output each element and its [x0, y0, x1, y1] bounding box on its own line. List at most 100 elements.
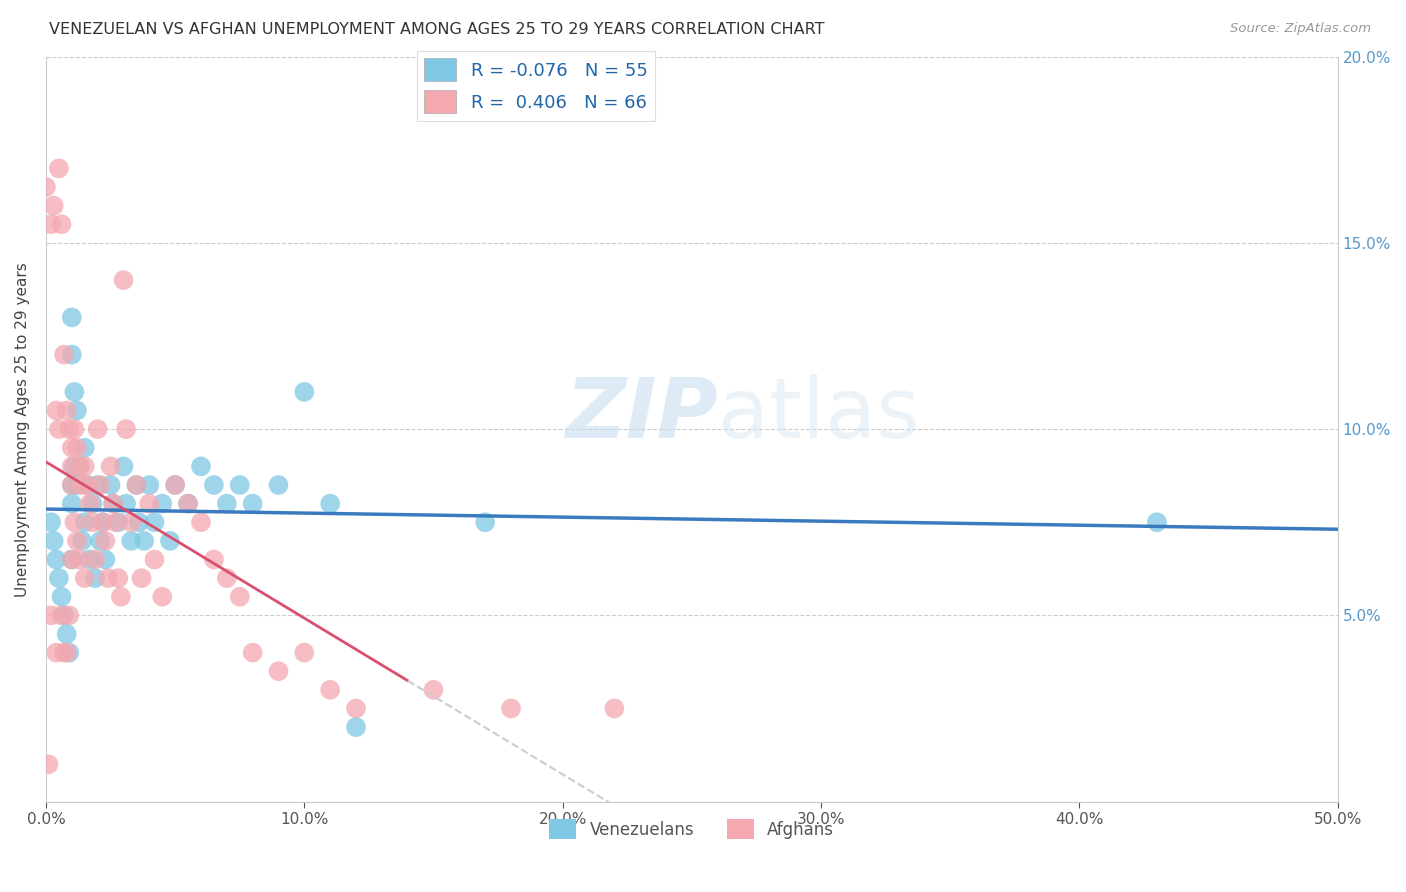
Point: [60, 497, 83, 511]
Y-axis label: Unemployment Among Ages 25 to 29 years: Unemployment Among Ages 25 to 29 years: [15, 261, 30, 597]
Point: [120, 515, 142, 529]
Point: [84, 571, 107, 585]
Point: [104, 515, 127, 529]
Point: [73, 515, 96, 529]
Point: [58, 608, 80, 623]
Point: [82, 515, 104, 529]
Point: [115, 497, 138, 511]
Point: [91, 515, 114, 529]
Point: [242, 497, 264, 511]
Point: [190, 515, 212, 529]
Point: [70, 478, 93, 492]
Point: [150, 497, 173, 511]
Point: [60, 459, 83, 474]
Point: [138, 478, 160, 492]
Point: [94, 533, 117, 548]
Text: atlas: atlas: [717, 374, 920, 455]
Point: [45, 403, 67, 417]
Point: [143, 515, 166, 529]
Point: [58, 422, 80, 436]
Point: [190, 459, 212, 474]
Point: [48, 422, 70, 436]
Point: [215, 497, 238, 511]
Point: [70, 533, 93, 548]
Point: [39, 217, 62, 231]
Point: [112, 273, 135, 287]
Point: [267, 664, 290, 678]
Point: [66, 403, 89, 417]
Point: [229, 478, 252, 492]
Point: [76, 478, 98, 492]
Point: [143, 552, 166, 566]
Legend: Venezuelans, Afghans: Venezuelans, Afghans: [543, 813, 841, 846]
Point: [292, 384, 315, 399]
Point: [48, 571, 70, 585]
Point: [82, 497, 104, 511]
Point: [73, 441, 96, 455]
Point: [63, 422, 86, 436]
Point: [69, 552, 91, 566]
Point: [45, 646, 67, 660]
Point: [177, 497, 200, 511]
Point: [215, 571, 238, 585]
Point: [107, 571, 129, 585]
Text: Source: ZipAtlas.com: Source: ZipAtlas.com: [1230, 22, 1371, 36]
Point: [319, 497, 342, 511]
Point: [150, 590, 173, 604]
Point: [66, 478, 89, 492]
Point: [125, 478, 148, 492]
Point: [292, 646, 315, 660]
Point: [89, 478, 111, 492]
Point: [63, 459, 86, 474]
Point: [66, 533, 89, 548]
Point: [91, 515, 114, 529]
Point: [86, 478, 108, 492]
Point: [38, 757, 60, 772]
Point: [58, 646, 80, 660]
Point: [422, 682, 444, 697]
Point: [60, 310, 83, 325]
Point: [159, 533, 181, 548]
Point: [63, 384, 86, 399]
Point: [112, 459, 135, 474]
Point: [344, 720, 367, 734]
Point: [319, 682, 342, 697]
Point: [474, 515, 496, 529]
Point: [35, 180, 58, 194]
Point: [60, 478, 83, 492]
Point: [60, 478, 83, 492]
Point: [107, 515, 129, 529]
Point: [242, 646, 264, 660]
Point: [55, 646, 77, 660]
Point: [202, 552, 225, 566]
Point: [100, 478, 122, 492]
Point: [69, 459, 91, 474]
Text: VENEZUELAN VS AFGHAN UNEMPLOYMENT AMONG AGES 25 TO 29 YEARS CORRELATION CHART: VENEZUELAN VS AFGHAN UNEMPLOYMENT AMONG …: [49, 22, 825, 37]
Point: [165, 478, 187, 492]
Point: [128, 515, 150, 529]
Point: [101, 497, 124, 511]
Point: [134, 533, 156, 548]
Point: [100, 459, 122, 474]
Point: [89, 533, 111, 548]
Point: [53, 646, 76, 660]
Point: [125, 478, 148, 492]
Point: [60, 441, 83, 455]
Point: [51, 217, 73, 231]
Point: [55, 627, 77, 641]
Point: [1146, 515, 1168, 529]
Point: [229, 590, 252, 604]
Point: [177, 497, 200, 511]
Point: [165, 478, 187, 492]
Point: [110, 590, 132, 604]
Point: [53, 608, 76, 623]
Point: [101, 497, 124, 511]
Point: [267, 478, 290, 492]
Point: [66, 441, 89, 455]
Point: [55, 403, 77, 417]
Point: [499, 701, 522, 715]
Point: [120, 533, 142, 548]
Point: [63, 515, 86, 529]
Point: [60, 552, 83, 566]
Point: [131, 571, 153, 585]
